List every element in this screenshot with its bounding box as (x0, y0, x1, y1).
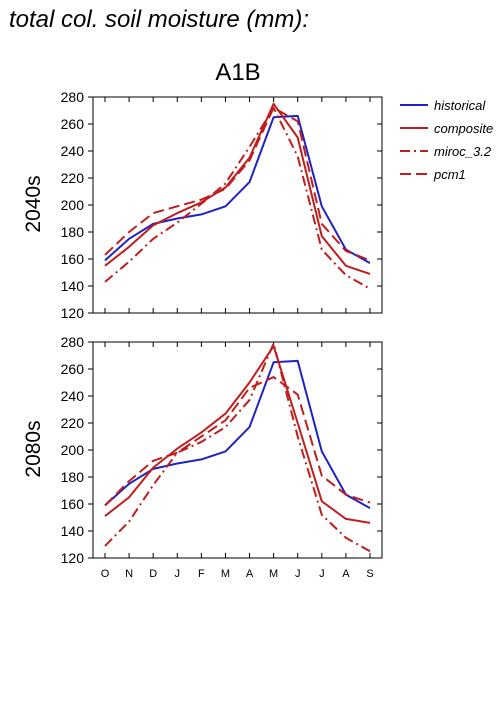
figure-title: total col. soil moisture (mm): (9, 6, 309, 33)
legend-item-miroc_3.2: miroc_3.2 (400, 144, 492, 159)
y-tick-label: 260 (61, 116, 85, 132)
scenario-title: A1B (215, 59, 260, 86)
x-tick-label: J (295, 568, 301, 580)
x-tick-label: D (149, 568, 157, 580)
x-tick-label: M (221, 568, 230, 580)
y-tick-label: 120 (61, 550, 85, 566)
y-tick-label: 180 (61, 224, 85, 240)
y-tick-label: 200 (61, 197, 85, 213)
x-tick-label: A (246, 568, 254, 580)
panel-2040s: 120 140 160 180 200 220 240 260 280 2040s (22, 89, 383, 321)
x-tick-label: M (269, 568, 278, 580)
x-tick-label: N (125, 568, 133, 580)
series-line-pcm1 (104, 106, 371, 262)
y-tick-label: 160 (61, 251, 85, 267)
series-line-historical (104, 359, 371, 509)
row-label: 2080s (22, 420, 45, 477)
legend-label: miroc_3.2 (434, 144, 492, 159)
series-line-pcm1 (104, 376, 371, 507)
series-line-composite (104, 345, 371, 524)
x-tick-label: J (175, 568, 181, 580)
plot-frame (92, 96, 383, 314)
y-tick-label: 240 (61, 143, 85, 159)
legend-item-composite: composite (400, 121, 493, 136)
legend-item-historical: historical (400, 98, 486, 113)
y-tick-label: 140 (61, 523, 85, 539)
legend-label: historical (434, 98, 486, 113)
y-tick-label: 280 (61, 89, 85, 105)
y-tick-label: 260 (61, 361, 85, 377)
series-line-miroc_3.2 (104, 342, 371, 553)
x-tick-label: F (198, 568, 205, 580)
x-tick-label: J (319, 568, 325, 580)
y-tick-label: 280 (61, 334, 85, 350)
chart-panels: 120 140 160 180 200 220 240 260 280 2040s 120 140 16… (22, 89, 383, 580)
y-tick-label: 220 (61, 415, 85, 431)
x-tick-label: O (101, 568, 110, 580)
panel-2080s: 120 140 160 180 200 220 240 260 280 O N D J F M A M J J A S 2… (22, 334, 383, 580)
legend-label: composite (434, 121, 493, 136)
legend: historical composite miroc_3.2 pcm1 (400, 98, 493, 182)
legend-item-pcm1: pcm1 (400, 167, 466, 182)
plot-frame (92, 341, 383, 559)
y-tick-label: 180 (61, 469, 85, 485)
y-tick-label: 140 (61, 278, 85, 294)
row-label: 2040s (22, 175, 45, 232)
series-line-historical (104, 114, 371, 264)
y-tick-label: 200 (61, 442, 85, 458)
y-tick-label: 120 (61, 305, 85, 321)
x-tick-label: A (342, 568, 350, 580)
legend-label: pcm1 (433, 167, 466, 182)
series-line-miroc_3.2 (104, 106, 371, 290)
x-tick-label: S (366, 568, 373, 580)
y-tick-label: 160 (61, 496, 85, 512)
series-line-composite (104, 102, 371, 275)
y-tick-label: 240 (61, 388, 85, 404)
y-tick-label: 220 (61, 170, 85, 186)
